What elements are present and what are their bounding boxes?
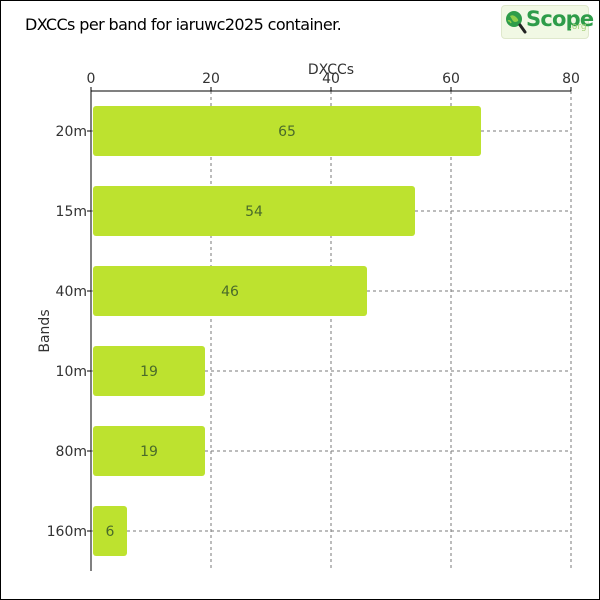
bar-value-label: 19	[140, 364, 158, 380]
y-tick-label: 10m	[56, 364, 87, 380]
y-tick-label: 160m	[47, 524, 87, 540]
logo-suffix: .org	[569, 22, 587, 32]
bar-value-label: 46	[221, 284, 239, 300]
y-tick-label: 20m	[56, 124, 87, 140]
bar	[93, 106, 481, 156]
bar-value-label: 19	[140, 444, 158, 460]
bar-value-label: 65	[278, 124, 296, 140]
magnifier-globe-icon	[506, 11, 527, 34]
x-tick-label: 80	[562, 71, 580, 87]
x-tick-label: 60	[442, 71, 460, 87]
y-axis-title: Bands	[37, 309, 53, 352]
bar-value-label: 54	[245, 204, 263, 220]
x-tick-label: 40	[322, 71, 340, 87]
bar	[93, 506, 127, 556]
x-tick-label: 0	[87, 71, 96, 87]
bar	[93, 426, 205, 476]
y-tick-label: 15m	[56, 204, 87, 220]
x-tick-label: 20	[202, 71, 220, 87]
bar	[93, 266, 367, 316]
bar-value-label: 6	[106, 524, 115, 540]
qscope-logo: Scope .org	[501, 5, 594, 39]
bar	[93, 186, 415, 236]
y-tick-label: 80m	[56, 444, 87, 460]
bar	[93, 346, 205, 396]
y-tick-label: 40m	[56, 284, 87, 300]
x-axis-title: DXCCs	[308, 62, 354, 78]
chart-title: DXCCs per band for iaruwc2025 container.	[25, 15, 342, 34]
logo-wordmark: Scope	[526, 7, 594, 31]
